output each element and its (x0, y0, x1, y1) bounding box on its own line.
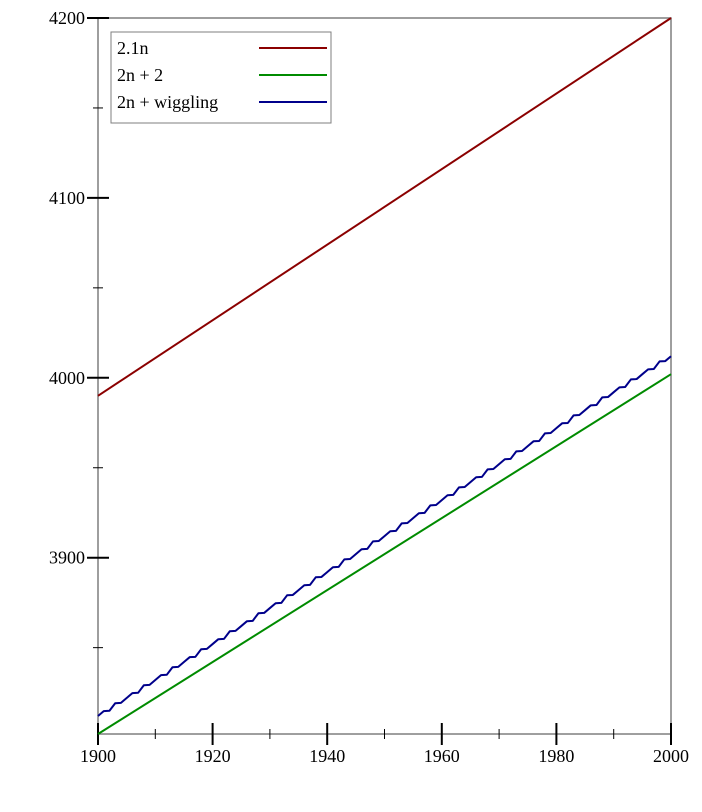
x-tick-label: 2000 (653, 746, 689, 766)
y-tick-label: 3900 (49, 548, 85, 568)
y-tick-label: 4000 (49, 368, 85, 388)
series-line-0 (97, 17, 672, 397)
legend-label: 2n + wiggling (117, 92, 218, 112)
x-tick-label: 1980 (538, 746, 574, 766)
x-tick-label: 1940 (309, 746, 345, 766)
legend-label: 2.1n (117, 38, 149, 58)
x-tick-label: 1920 (195, 746, 231, 766)
plot-frame (97, 17, 672, 735)
series-line-2 (97, 355, 672, 717)
x-tick-label: 1960 (424, 746, 460, 766)
series-line-1 (97, 373, 672, 735)
axes: 1900 1920 1940 1960 1980 2000 3900 4000 4100 4200 (49, 8, 689, 766)
y-tick-label: 4100 (49, 188, 85, 208)
legend: 2.1n 2n + 2 2n + wiggling (110, 31, 332, 124)
series-lines (97, 17, 672, 735)
y-tick-label: 4200 (49, 8, 85, 28)
legend-label: 2n + 2 (117, 65, 163, 85)
x-tick-label: 1900 (80, 746, 116, 766)
